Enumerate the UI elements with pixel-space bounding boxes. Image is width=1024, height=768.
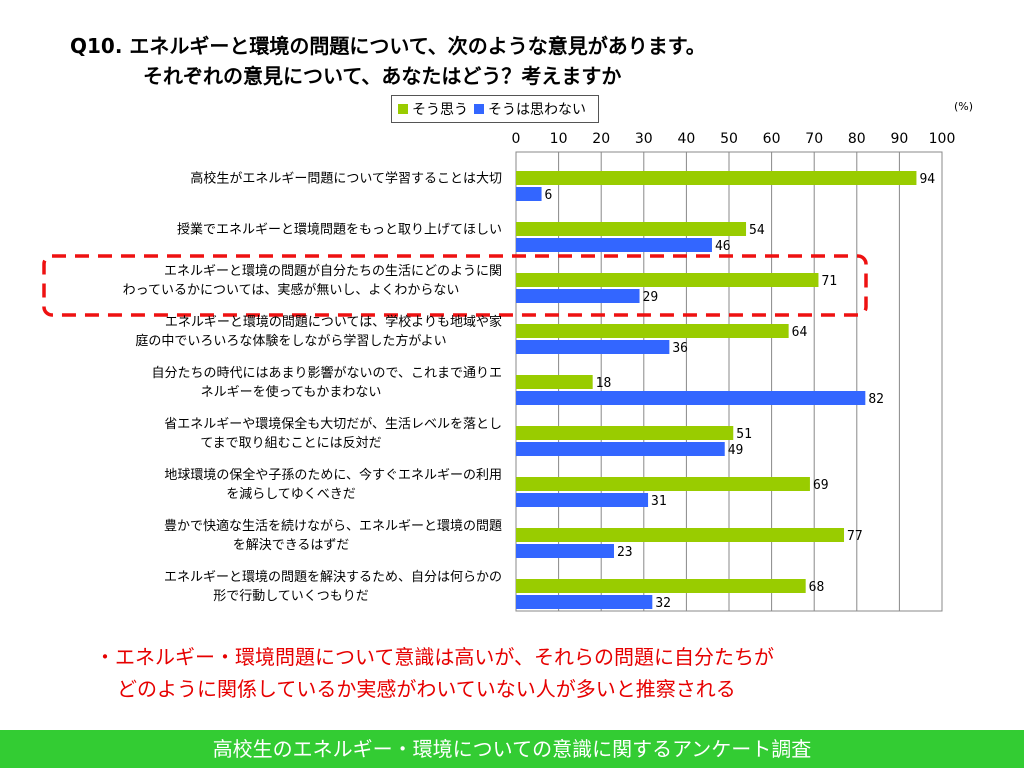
category-label: わっているかについては、実感が無いし、よくわからない bbox=[123, 282, 460, 298]
x-tick-label: 20 bbox=[592, 131, 610, 147]
x-tick-label: 10 bbox=[550, 131, 568, 147]
bar-disagree bbox=[516, 340, 670, 354]
category-label: エネルギーと環境の問題を解決するため、自分は何らかの bbox=[164, 569, 502, 585]
x-tick-label: 40 bbox=[677, 131, 695, 147]
conclusion-line-2: どのように関係しているか実感がわいていない人が多いと推察される bbox=[117, 677, 736, 701]
data-label: 94 bbox=[919, 172, 935, 187]
bar-agree bbox=[516, 477, 810, 491]
data-label: 54 bbox=[749, 223, 765, 238]
data-label: 82 bbox=[868, 392, 884, 407]
x-tick-label: 90 bbox=[890, 131, 908, 147]
data-label: 49 bbox=[728, 443, 744, 458]
bar-disagree bbox=[516, 238, 712, 252]
bar-agree bbox=[516, 528, 845, 542]
data-label: 64 bbox=[792, 325, 808, 340]
data-label: 31 bbox=[651, 494, 667, 509]
footer-banner: 高校生のエネルギー・環境についての意識に関するアンケート調査 bbox=[0, 730, 1024, 768]
bar-agree bbox=[516, 222, 747, 236]
unit-label: (%) bbox=[954, 100, 974, 113]
category-label: を解決できるはずだ bbox=[233, 538, 350, 553]
category-label: を減らしてゆくべきだ bbox=[226, 486, 356, 502]
x-tick-label: 60 bbox=[763, 131, 781, 147]
bar-disagree bbox=[516, 391, 866, 405]
x-tick-label: 80 bbox=[848, 131, 866, 147]
bar-chart: 0 10 20 30 40 50 60 70 80 90 100 94 6 高校生がエネルギー問題について… bbox=[42, 131, 956, 612]
conclusion-line-1: ・エネルギー・環境問題について意識は高いが、それらの問題に自分たちが bbox=[95, 645, 774, 669]
category-label: 高校生がエネルギー問題について学習することは大切 bbox=[190, 171, 502, 187]
data-label: 46 bbox=[715, 239, 731, 254]
bar-disagree bbox=[516, 289, 640, 303]
slide-title-line-2: それぞれの意見について、あなたはどう？考えますか bbox=[143, 64, 622, 88]
chart-legend: そう思う そうは思わない bbox=[391, 95, 599, 123]
data-label: 23 bbox=[617, 545, 633, 560]
data-label: 69 bbox=[813, 478, 829, 493]
bar-agree bbox=[516, 579, 806, 593]
slide-title-line-1: Q10. エネルギーと環境の問題について、次のような意見があります。 bbox=[70, 34, 706, 58]
data-label: 51 bbox=[736, 427, 752, 442]
x-tick-label: 30 bbox=[635, 131, 653, 147]
conclusion-text: ・エネルギー・環境問題について意識は高いが、それらの問題に自分たちが どのように… bbox=[95, 641, 774, 705]
data-label: 71 bbox=[821, 274, 837, 289]
bar-disagree bbox=[516, 544, 614, 558]
bar-disagree bbox=[516, 595, 653, 609]
category-label: 形で行動していくつもりだ bbox=[213, 589, 369, 604]
x-tick-label: 50 bbox=[720, 131, 738, 147]
category-label: 地球環境の保全や子孫のために、今すぐエネルギーの利用 bbox=[164, 467, 502, 483]
bar-agree bbox=[516, 426, 734, 440]
data-label: 36 bbox=[672, 341, 688, 356]
legend-label-agree: そう思う bbox=[412, 102, 468, 118]
data-label: 68 bbox=[809, 580, 825, 595]
category-label: 授業でエネルギーと環境問題をもっと取り上げてほしい bbox=[177, 222, 502, 238]
bar-disagree bbox=[516, 493, 649, 507]
category-label: 豊かで快適な生活を続けながら、エネルギーと環境の問題 bbox=[164, 518, 502, 534]
category-label: 省エネルギーや環境保全も大切だが、生活レベルを落とし bbox=[164, 416, 502, 432]
bar-disagree bbox=[516, 187, 542, 201]
bar-disagree bbox=[516, 442, 725, 456]
x-tick-label: 100 bbox=[929, 131, 956, 147]
category-label: 自分たちの時代にはあまり影響がないので、これまで通りエ bbox=[152, 365, 502, 381]
category-label: てまで取り組むことには反対だ bbox=[200, 436, 381, 451]
x-tick-label: 70 bbox=[805, 131, 823, 147]
category-label: ネルギーを使ってもかまわない bbox=[201, 384, 382, 400]
bar-agree bbox=[516, 273, 819, 287]
legend-swatch-agree bbox=[398, 104, 408, 114]
x-tick-label: 0 bbox=[512, 131, 521, 147]
category-label: エネルギーと環境の問題については、学校よりも地域や家 bbox=[165, 314, 502, 330]
data-label: 77 bbox=[847, 529, 863, 544]
data-label: 18 bbox=[596, 376, 612, 391]
legend-swatch-disagree bbox=[474, 104, 484, 114]
data-label: 29 bbox=[643, 290, 659, 305]
bar-agree bbox=[516, 171, 917, 185]
category-label: エネルギーと環境の問題が自分たちの生活にどのように関 bbox=[164, 264, 502, 279]
bar-agree bbox=[516, 324, 789, 338]
legend-label-disagree: そうは思わない bbox=[488, 102, 586, 118]
data-label: 32 bbox=[655, 596, 671, 611]
bar-agree bbox=[516, 375, 593, 389]
data-label: 6 bbox=[545, 188, 553, 203]
highlight-box bbox=[42, 254, 868, 317]
category-label: 庭の中でいろいろな体験をしながら学習した方がよい bbox=[135, 333, 446, 349]
